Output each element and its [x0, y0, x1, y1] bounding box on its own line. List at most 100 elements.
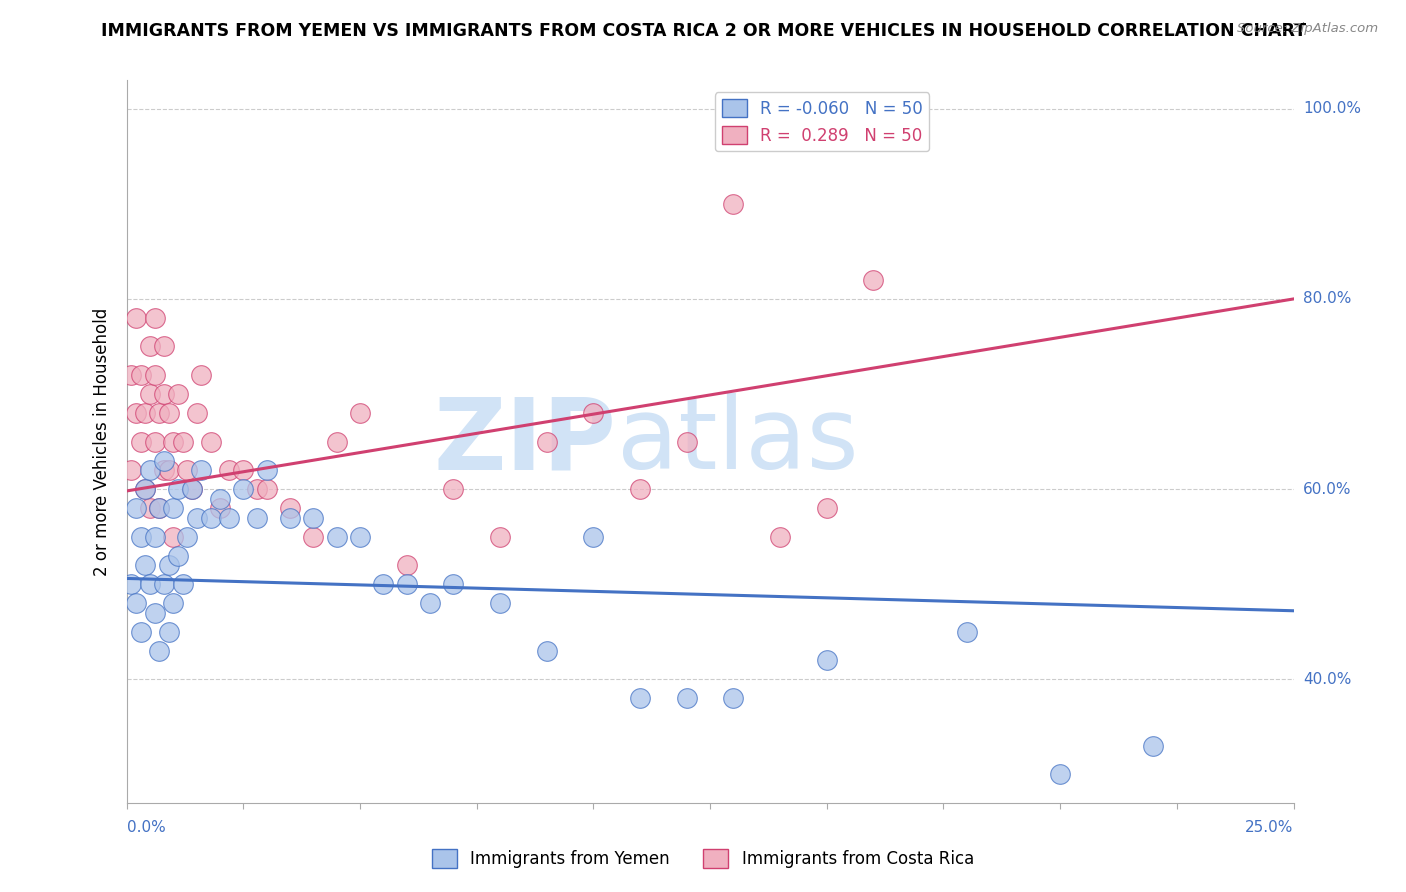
Point: [148, 501, 170, 516]
Point: [582, 406, 605, 420]
Point: [675, 434, 697, 449]
Point: [349, 406, 371, 420]
Point: [302, 510, 325, 524]
Y-axis label: 2 or more Vehicles in Household: 2 or more Vehicles in Household: [93, 308, 111, 575]
Point: [148, 406, 170, 420]
Point: [153, 453, 176, 467]
Point: [419, 596, 441, 610]
Text: 40.0%: 40.0%: [1303, 672, 1351, 687]
Point: [190, 368, 212, 382]
Point: [723, 197, 745, 211]
Point: [129, 368, 152, 382]
Point: [167, 387, 190, 401]
Text: 80.0%: 80.0%: [1303, 292, 1351, 307]
Text: Source: ZipAtlas.com: Source: ZipAtlas.com: [1237, 22, 1378, 36]
Point: [489, 530, 512, 544]
Point: [139, 339, 162, 353]
Point: [186, 510, 208, 524]
Point: [441, 482, 464, 496]
Text: 0.0%: 0.0%: [127, 820, 166, 835]
Point: [628, 691, 651, 706]
Point: [134, 406, 156, 420]
Point: [536, 643, 558, 657]
Point: [200, 510, 222, 524]
Point: [489, 596, 512, 610]
Point: [176, 530, 198, 544]
Point: [395, 558, 418, 573]
Point: [441, 577, 464, 591]
Point: [815, 653, 838, 667]
Point: [172, 434, 194, 449]
Point: [120, 368, 142, 382]
Point: [186, 406, 208, 420]
Point: [162, 501, 184, 516]
Point: [232, 482, 254, 496]
Point: [157, 406, 180, 420]
Point: [176, 463, 198, 477]
Point: [139, 577, 162, 591]
Point: [349, 530, 371, 544]
Point: [148, 501, 170, 516]
Point: [536, 434, 558, 449]
Point: [256, 482, 278, 496]
Point: [769, 530, 792, 544]
Point: [157, 558, 180, 573]
Point: [256, 463, 278, 477]
Text: 100.0%: 100.0%: [1303, 102, 1361, 116]
Point: [167, 549, 190, 563]
Point: [208, 501, 231, 516]
Point: [143, 368, 166, 382]
Point: [278, 501, 301, 516]
Point: [278, 510, 301, 524]
Point: [628, 482, 651, 496]
Point: [1142, 739, 1164, 753]
Point: [143, 606, 166, 620]
Point: [218, 510, 240, 524]
Point: [200, 434, 222, 449]
Point: [139, 463, 162, 477]
Legend: R = -0.060   N = 50, R =  0.289   N = 50: R = -0.060 N = 50, R = 0.289 N = 50: [714, 92, 929, 152]
Point: [125, 596, 148, 610]
Point: [190, 463, 212, 477]
Point: [180, 482, 202, 496]
Point: [120, 577, 142, 591]
Text: 25.0%: 25.0%: [1246, 820, 1294, 835]
Legend: Immigrants from Yemen, Immigrants from Costa Rica: Immigrants from Yemen, Immigrants from C…: [426, 843, 980, 875]
Point: [167, 482, 190, 496]
Point: [125, 501, 148, 516]
Point: [218, 463, 240, 477]
Text: 60.0%: 60.0%: [1303, 482, 1351, 497]
Point: [125, 406, 148, 420]
Point: [125, 310, 148, 325]
Point: [148, 643, 170, 657]
Point: [129, 530, 152, 544]
Point: [134, 482, 156, 496]
Point: [956, 624, 979, 639]
Point: [373, 577, 395, 591]
Point: [246, 510, 269, 524]
Point: [120, 463, 142, 477]
Text: atlas: atlas: [617, 393, 858, 490]
Text: ZIP: ZIP: [434, 393, 617, 490]
Point: [1049, 767, 1071, 781]
Point: [143, 310, 166, 325]
Point: [153, 463, 176, 477]
Point: [143, 434, 166, 449]
Point: [815, 501, 838, 516]
Point: [302, 530, 325, 544]
Point: [395, 577, 418, 591]
Point: [153, 387, 176, 401]
Point: [153, 577, 176, 591]
Point: [153, 339, 176, 353]
Point: [172, 577, 194, 591]
Point: [129, 434, 152, 449]
Point: [162, 530, 184, 544]
Point: [143, 530, 166, 544]
Point: [325, 434, 347, 449]
Point: [157, 624, 180, 639]
Point: [129, 624, 152, 639]
Point: [723, 691, 745, 706]
Point: [157, 463, 180, 477]
Point: [862, 273, 884, 287]
Point: [134, 558, 156, 573]
